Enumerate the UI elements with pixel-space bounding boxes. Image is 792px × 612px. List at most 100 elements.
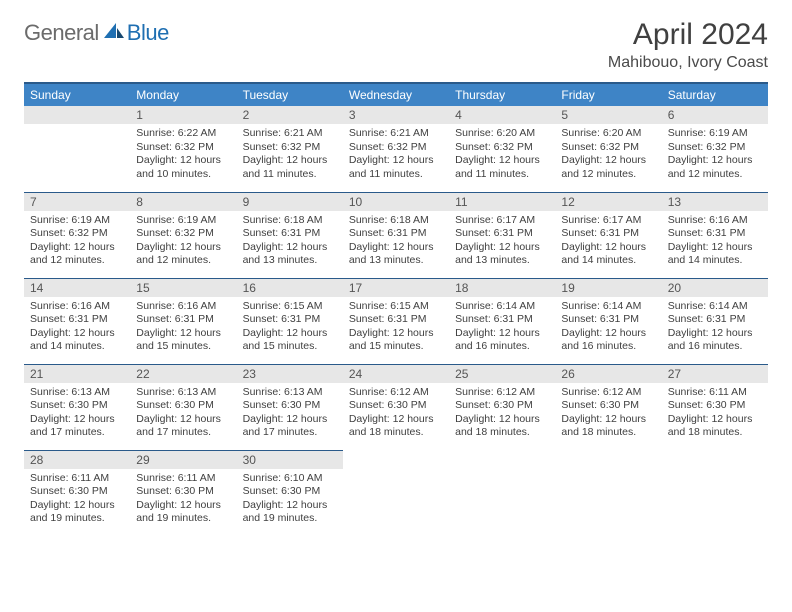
day-detail: Sunrise: 6:19 AMSunset: 6:32 PMDaylight:… xyxy=(662,124,768,186)
calendar-day-cell xyxy=(449,450,555,536)
day-detail: Sunrise: 6:16 AMSunset: 6:31 PMDaylight:… xyxy=(662,211,768,273)
weekday-header: Monday xyxy=(130,83,236,106)
daylight-text: Daylight: 12 hours and 11 minutes. xyxy=(455,154,549,181)
calendar-day-cell: 5Sunrise: 6:20 AMSunset: 6:32 PMDaylight… xyxy=(555,106,661,192)
sunrise-text: Sunrise: 6:13 AM xyxy=(136,386,230,400)
weekday-header: Saturday xyxy=(662,83,768,106)
sunrise-text: Sunrise: 6:15 AM xyxy=(349,300,443,314)
day-number: 7 xyxy=(24,193,130,211)
daylight-text: Daylight: 12 hours and 16 minutes. xyxy=(561,327,655,354)
sunrise-text: Sunrise: 6:18 AM xyxy=(243,214,337,228)
sunrise-text: Sunrise: 6:20 AM xyxy=(455,127,549,141)
sunset-text: Sunset: 6:30 PM xyxy=(136,399,230,413)
day-detail: Sunrise: 6:16 AMSunset: 6:31 PMDaylight:… xyxy=(130,297,236,359)
sunset-text: Sunset: 6:30 PM xyxy=(243,485,337,499)
sunset-text: Sunset: 6:31 PM xyxy=(561,227,655,241)
sunrise-text: Sunrise: 6:12 AM xyxy=(455,386,549,400)
sunrise-text: Sunrise: 6:19 AM xyxy=(136,214,230,228)
sunrise-text: Sunrise: 6:19 AM xyxy=(30,214,124,228)
brand-text-general: General xyxy=(24,20,99,46)
calendar-day-cell: 24Sunrise: 6:12 AMSunset: 6:30 PMDayligh… xyxy=(343,364,449,450)
day-detail: Sunrise: 6:18 AMSunset: 6:31 PMDaylight:… xyxy=(343,211,449,273)
day-detail: Sunrise: 6:10 AMSunset: 6:30 PMDaylight:… xyxy=(237,469,343,531)
calendar-day-cell: 26Sunrise: 6:12 AMSunset: 6:30 PMDayligh… xyxy=(555,364,661,450)
sunset-text: Sunset: 6:30 PM xyxy=(668,399,762,413)
sunset-text: Sunset: 6:31 PM xyxy=(349,227,443,241)
sunset-text: Sunset: 6:32 PM xyxy=(668,141,762,155)
calendar-day-cell: 21Sunrise: 6:13 AMSunset: 6:30 PMDayligh… xyxy=(24,364,130,450)
calendar-day-cell: 10Sunrise: 6:18 AMSunset: 6:31 PMDayligh… xyxy=(343,192,449,278)
calendar-day-cell: 6Sunrise: 6:19 AMSunset: 6:32 PMDaylight… xyxy=(662,106,768,192)
daylight-text: Daylight: 12 hours and 18 minutes. xyxy=(455,413,549,440)
day-number: 6 xyxy=(662,106,768,124)
calendar-day-cell xyxy=(662,450,768,536)
day-detail: Sunrise: 6:13 AMSunset: 6:30 PMDaylight:… xyxy=(237,383,343,445)
calendar-day-cell: 22Sunrise: 6:13 AMSunset: 6:30 PMDayligh… xyxy=(130,364,236,450)
sunrise-text: Sunrise: 6:17 AM xyxy=(455,214,549,228)
daylight-text: Daylight: 12 hours and 19 minutes. xyxy=(243,499,337,526)
daylight-text: Daylight: 12 hours and 16 minutes. xyxy=(455,327,549,354)
sunset-text: Sunset: 6:31 PM xyxy=(30,313,124,327)
day-detail: Sunrise: 6:11 AMSunset: 6:30 PMDaylight:… xyxy=(662,383,768,445)
calendar-day-cell: 3Sunrise: 6:21 AMSunset: 6:32 PMDaylight… xyxy=(343,106,449,192)
day-number: 9 xyxy=(237,193,343,211)
day-number: 27 xyxy=(662,365,768,383)
day-detail: Sunrise: 6:14 AMSunset: 6:31 PMDaylight:… xyxy=(555,297,661,359)
calendar-day-cell: 13Sunrise: 6:16 AMSunset: 6:31 PMDayligh… xyxy=(662,192,768,278)
day-number: 1 xyxy=(130,106,236,124)
daylight-text: Daylight: 12 hours and 17 minutes. xyxy=(243,413,337,440)
day-detail: Sunrise: 6:18 AMSunset: 6:31 PMDaylight:… xyxy=(237,211,343,273)
sunset-text: Sunset: 6:31 PM xyxy=(243,313,337,327)
day-detail: Sunrise: 6:12 AMSunset: 6:30 PMDaylight:… xyxy=(343,383,449,445)
calendar-day-cell: 12Sunrise: 6:17 AMSunset: 6:31 PMDayligh… xyxy=(555,192,661,278)
sunrise-text: Sunrise: 6:16 AM xyxy=(136,300,230,314)
daylight-text: Daylight: 12 hours and 11 minutes. xyxy=(349,154,443,181)
daylight-text: Daylight: 12 hours and 14 minutes. xyxy=(668,241,762,268)
daylight-text: Daylight: 12 hours and 18 minutes. xyxy=(561,413,655,440)
day-number: 14 xyxy=(24,279,130,297)
sunset-text: Sunset: 6:31 PM xyxy=(455,313,549,327)
sunset-text: Sunset: 6:32 PM xyxy=(455,141,549,155)
sunrise-text: Sunrise: 6:20 AM xyxy=(561,127,655,141)
weekday-header: Sunday xyxy=(24,83,130,106)
sunrise-text: Sunrise: 6:16 AM xyxy=(30,300,124,314)
day-detail: Sunrise: 6:14 AMSunset: 6:31 PMDaylight:… xyxy=(662,297,768,359)
calendar-day-cell: 23Sunrise: 6:13 AMSunset: 6:30 PMDayligh… xyxy=(237,364,343,450)
daylight-text: Daylight: 12 hours and 18 minutes. xyxy=(668,413,762,440)
day-detail: Sunrise: 6:22 AMSunset: 6:32 PMDaylight:… xyxy=(130,124,236,186)
location-text: Mahibouo, Ivory Coast xyxy=(608,54,768,72)
brand-logo: General Blue xyxy=(24,20,169,46)
day-number: 25 xyxy=(449,365,555,383)
sunset-text: Sunset: 6:31 PM xyxy=(243,227,337,241)
sunset-text: Sunset: 6:31 PM xyxy=(455,227,549,241)
daylight-text: Daylight: 12 hours and 15 minutes. xyxy=(243,327,337,354)
sunrise-text: Sunrise: 6:22 AM xyxy=(136,127,230,141)
day-number: 20 xyxy=(662,279,768,297)
day-number: 18 xyxy=(449,279,555,297)
sunrise-text: Sunrise: 6:14 AM xyxy=(668,300,762,314)
day-detail: Sunrise: 6:15 AMSunset: 6:31 PMDaylight:… xyxy=(343,297,449,359)
day-number-empty xyxy=(24,106,130,124)
daylight-text: Daylight: 12 hours and 16 minutes. xyxy=(668,327,762,354)
day-number: 22 xyxy=(130,365,236,383)
day-number: 8 xyxy=(130,193,236,211)
day-number: 30 xyxy=(237,451,343,469)
day-detail: Sunrise: 6:14 AMSunset: 6:31 PMDaylight:… xyxy=(449,297,555,359)
day-number: 15 xyxy=(130,279,236,297)
day-detail: Sunrise: 6:13 AMSunset: 6:30 PMDaylight:… xyxy=(130,383,236,445)
calendar-day-cell: 14Sunrise: 6:16 AMSunset: 6:31 PMDayligh… xyxy=(24,278,130,364)
calendar-day-cell: 9Sunrise: 6:18 AMSunset: 6:31 PMDaylight… xyxy=(237,192,343,278)
calendar-table: Sunday Monday Tuesday Wednesday Thursday… xyxy=(24,82,768,536)
daylight-text: Daylight: 12 hours and 17 minutes. xyxy=(30,413,124,440)
daylight-text: Daylight: 12 hours and 13 minutes. xyxy=(455,241,549,268)
calendar-day-cell: 2Sunrise: 6:21 AMSunset: 6:32 PMDaylight… xyxy=(237,106,343,192)
calendar-day-cell: 17Sunrise: 6:15 AMSunset: 6:31 PMDayligh… xyxy=(343,278,449,364)
daylight-text: Daylight: 12 hours and 12 minutes. xyxy=(30,241,124,268)
day-detail: Sunrise: 6:20 AMSunset: 6:32 PMDaylight:… xyxy=(555,124,661,186)
sunrise-text: Sunrise: 6:13 AM xyxy=(243,386,337,400)
calendar-day-cell: 27Sunrise: 6:11 AMSunset: 6:30 PMDayligh… xyxy=(662,364,768,450)
day-detail: Sunrise: 6:19 AMSunset: 6:32 PMDaylight:… xyxy=(130,211,236,273)
day-number: 12 xyxy=(555,193,661,211)
sunrise-text: Sunrise: 6:14 AM xyxy=(455,300,549,314)
calendar-day-cell: 16Sunrise: 6:15 AMSunset: 6:31 PMDayligh… xyxy=(237,278,343,364)
